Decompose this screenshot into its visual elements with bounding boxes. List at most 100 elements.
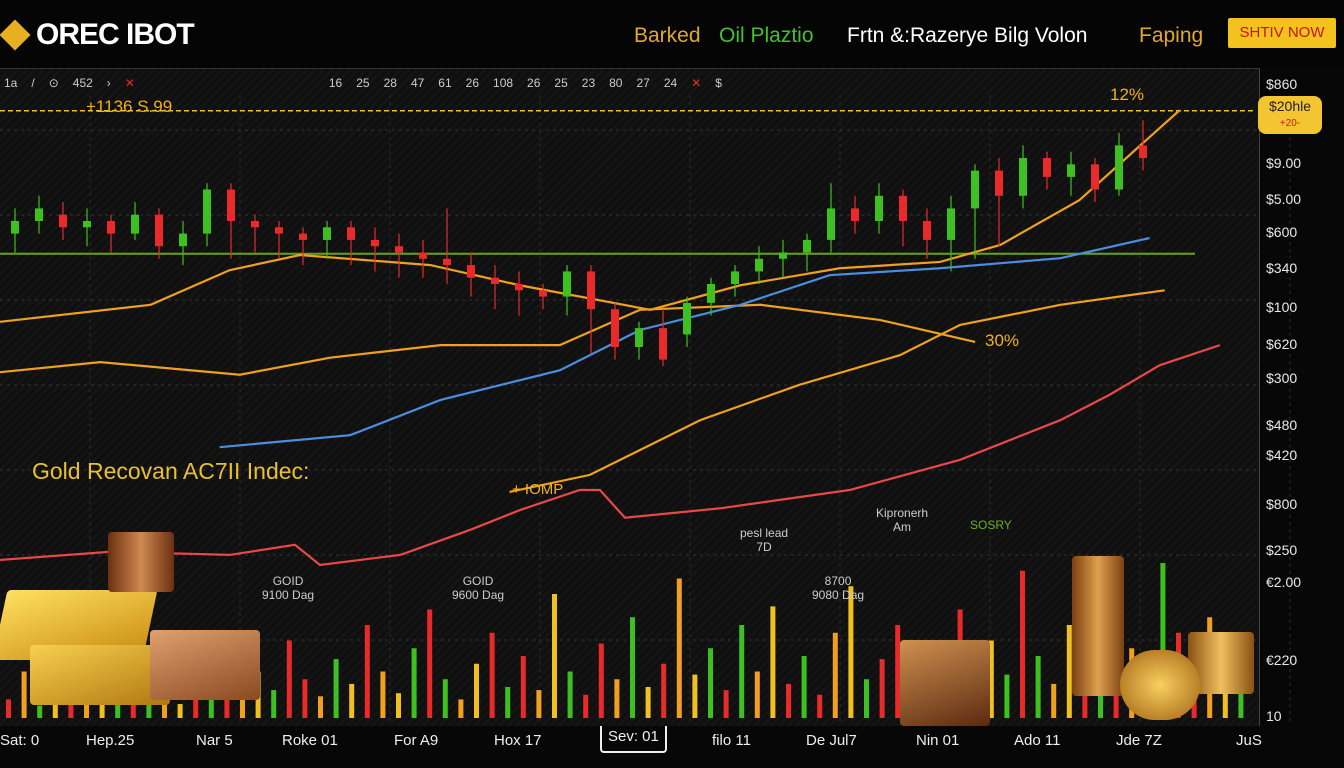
candle-body (59, 214, 67, 228)
indicator-line-red (0, 344, 1221, 567)
volume-bar (177, 704, 183, 718)
indicator-line-orange (0, 303, 976, 376)
toolbar-item[interactable]: 61 (438, 76, 452, 90)
x-tick-label[interactable]: filo 11 (712, 732, 751, 749)
volume-bar (442, 679, 448, 718)
x-tick-label[interactable]: For A9 (394, 732, 439, 749)
toolbar-item[interactable]: $ (715, 76, 722, 90)
candle-body (995, 170, 1003, 196)
nav-volume[interactable]: Frtn &:Razerye Bilg Volon (847, 24, 1088, 47)
toolbar-item[interactable]: 25 (554, 76, 568, 90)
volume-bar (879, 659, 885, 718)
candle-body (371, 239, 379, 247)
x-tick-label[interactable]: Nin 01 (916, 732, 960, 749)
y-tick-label: $5.00 (1266, 191, 1302, 207)
candle-body (611, 309, 619, 347)
candle-body (203, 189, 211, 234)
volume-bar (271, 690, 277, 718)
candle-body (35, 208, 43, 221)
toolbar-item[interactable]: › (106, 76, 111, 90)
toolbar-item[interactable]: 1a (4, 76, 18, 90)
toolbar-item[interactable]: 27 (636, 76, 650, 90)
volume-bar (396, 693, 401, 718)
candle-body (83, 221, 91, 228)
logo-text: OREC IBOT (36, 18, 195, 51)
toolbar-item[interactable]: 23 (581, 76, 596, 90)
candle-body (1067, 164, 1075, 177)
x-tick-label[interactable]: Ado 11 (1014, 732, 1061, 749)
x-tick-label[interactable]: De Jul7 (806, 732, 857, 749)
volume-bar (723, 690, 729, 718)
y-tick-label: $300 (1266, 370, 1298, 386)
toolbar-item[interactable]: 108 (493, 76, 514, 90)
y-tick-label: $860 (1266, 76, 1298, 92)
volume-bar (37, 705, 43, 718)
annotation-kipronerh: Kipronerh Am (876, 506, 929, 534)
toolbar-item[interactable]: 26 (465, 76, 480, 90)
volume-bar (349, 683, 355, 718)
volume-bar (598, 643, 604, 718)
candle-body (803, 239, 811, 253)
chart-panel (0, 68, 1260, 726)
volume-bar (302, 679, 308, 718)
toolbar-item[interactable]: 452 (72, 76, 93, 90)
candle-body (947, 208, 955, 240)
toolbar-item[interactable]: 16 (328, 76, 343, 90)
toolbar-item[interactable]: 24 (663, 76, 678, 90)
x-tick-label[interactable]: Roke 01 (282, 732, 338, 749)
annotation-gold-2: GOID 9600 Dag (452, 574, 505, 602)
nav-faping[interactable]: Faping (1139, 24, 1204, 47)
x-tick-label[interactable]: JuS (1236, 732, 1262, 749)
toolbar-item[interactable]: ✕ (124, 76, 135, 90)
show-now-button[interactable]: SHTIV NOW (1228, 18, 1336, 48)
nav-barked[interactable]: Barked (634, 24, 701, 47)
volume-bar (224, 687, 230, 718)
toolbar-item[interactable]: ⊙ (48, 76, 59, 90)
candle-body (971, 170, 979, 209)
toolbar-item[interactable]: 80 (609, 76, 623, 90)
toolbar-item[interactable]: / (31, 76, 35, 90)
candle-body (179, 233, 187, 247)
candle-body (107, 221, 115, 234)
candle-body (515, 284, 523, 291)
candle-body (683, 302, 691, 335)
toolbar-item[interactable]: 28 (383, 76, 397, 90)
toolbar-item[interactable]: 47 (410, 76, 425, 90)
gold-coins-image (1120, 650, 1200, 720)
x-tick-label[interactable]: Sev: 01 (600, 726, 667, 753)
x-tick-label[interactable]: Jde 7Z (1116, 732, 1162, 749)
volume-bar (1035, 656, 1041, 718)
x-tick-label[interactable]: Sat: 0 (0, 732, 40, 749)
logo[interactable]: OREC IBOT (0, 18, 195, 52)
volume-bar (286, 640, 292, 718)
annotation-gold-1: GOID 9100 Dag (262, 574, 315, 602)
toolbar-item[interactable]: ✕ (691, 76, 702, 90)
x-tick-label[interactable]: Nar 5 (196, 732, 233, 749)
volume-bar (770, 606, 776, 718)
volume-bar (68, 696, 74, 718)
y-tick-label: $340 (1266, 260, 1298, 276)
candle-body (395, 246, 403, 253)
y-tick-label: $480 (1266, 417, 1298, 433)
chart-toolbar: 1a / ⊙ 452 › ✕ 16 25 28 47 61 26 108 26 25 23 80 27 24 ✕ $ (0, 72, 1260, 94)
volume-bar (848, 586, 854, 718)
volume-bar (115, 702, 121, 718)
toolbar-item[interactable]: 26 (527, 76, 541, 90)
candle-body (419, 252, 427, 259)
annotation-iomp: + IOMP (512, 481, 564, 498)
toolbar-item[interactable]: 25 (356, 76, 370, 90)
candle-body (1019, 158, 1027, 196)
candle-body (155, 214, 163, 247)
nav-oil[interactable]: Oil Plaztio (719, 24, 814, 47)
candle-body (11, 221, 19, 234)
x-tick-label[interactable]: Hep.25 (86, 732, 135, 749)
candle-body (1043, 158, 1051, 177)
y-tick-label: $620 (1266, 336, 1298, 352)
volume-bar (645, 687, 651, 718)
volume-bar (162, 694, 167, 718)
volume-bar (614, 679, 620, 718)
volume-bar (1160, 563, 1166, 718)
x-tick-label[interactable]: Hox 17 (494, 732, 542, 749)
y-tick-label: $100 (1266, 299, 1298, 315)
